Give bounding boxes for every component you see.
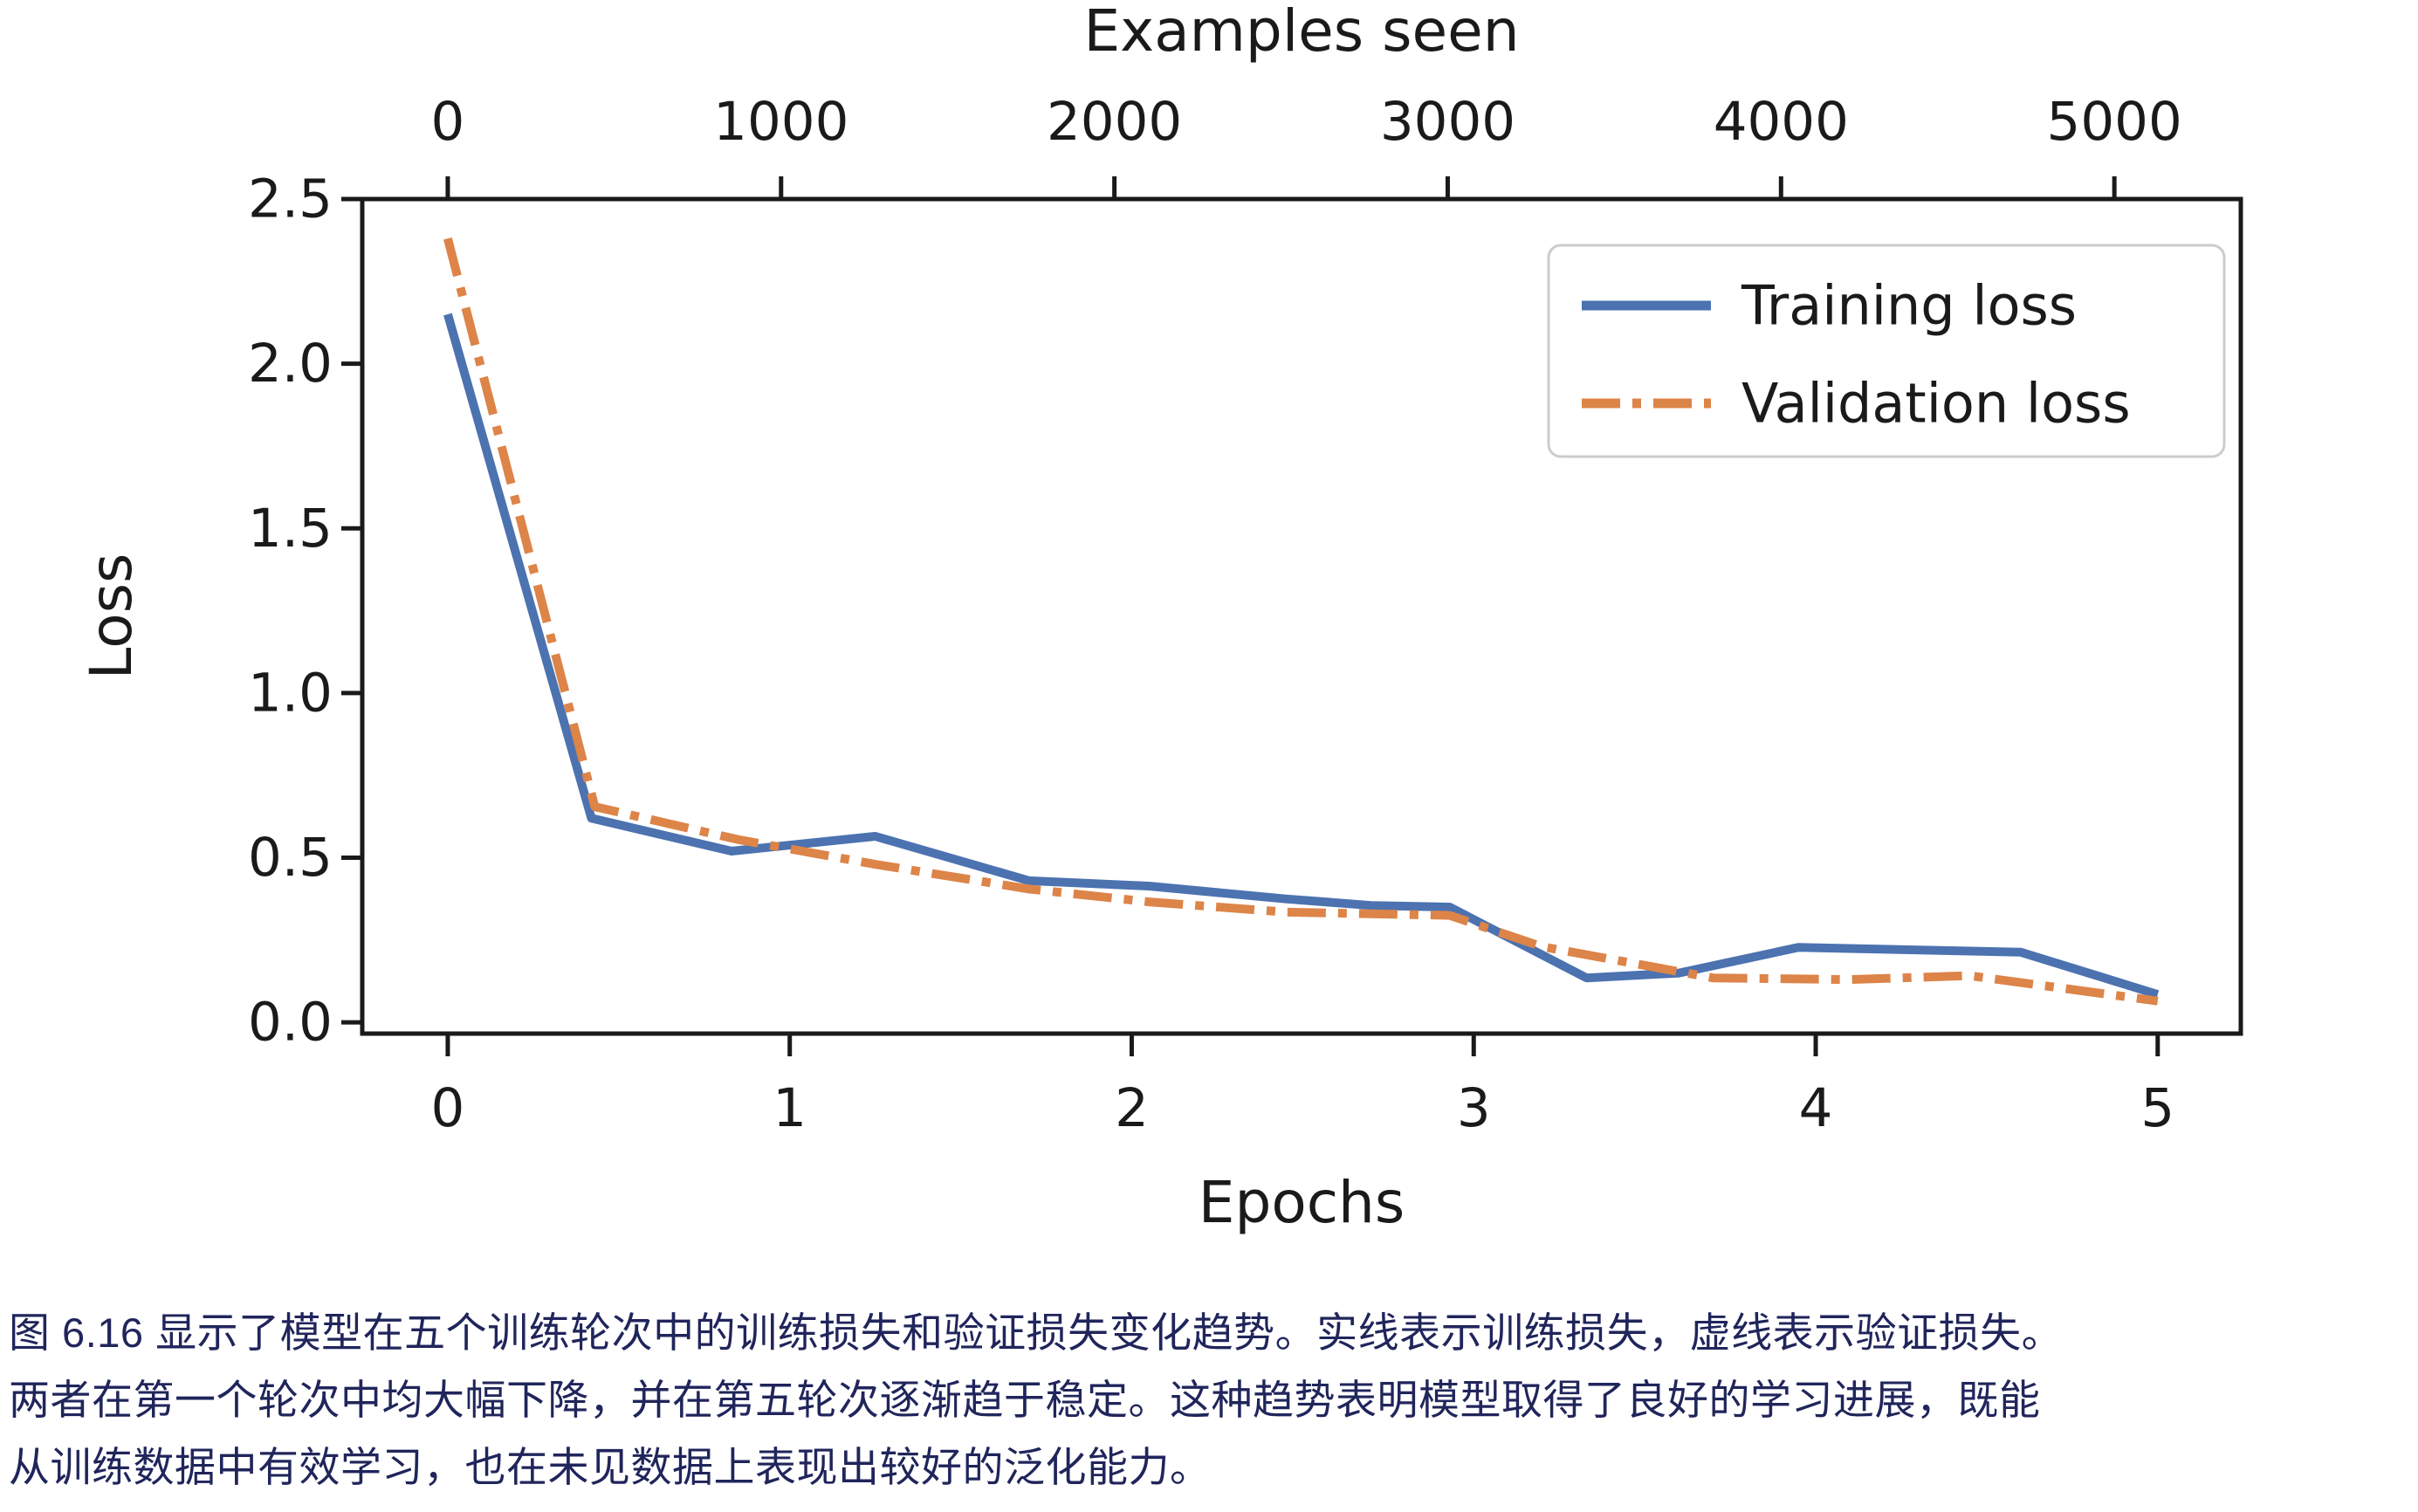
loss-chart: 0.0 0.5 1.0 1.5 2.0 2.5 0 1 2 3 4 5 0 1000 2000 3000 4… xyxy=(78,0,2243,1236)
x-tick-label: 0 xyxy=(431,1077,465,1139)
top-tick-label: 2000 xyxy=(1047,91,1182,153)
y-axis-title: Loss xyxy=(78,553,145,680)
y-tick-label: 1.0 xyxy=(248,662,333,724)
legend-box xyxy=(1547,244,2226,458)
top-tick-label: 5000 xyxy=(2047,91,2182,153)
caption-line-2: 两者在第一个轮次中均大幅下降，并在第五轮次逐渐趋于稳定。这种趋势表明模型取得了良… xyxy=(9,1377,2041,1423)
top-tick-label: 3000 xyxy=(1380,91,1515,153)
validation-loss-curve xyxy=(443,237,2159,1006)
y-tick-label: 2.5 xyxy=(248,168,333,230)
x-tick-label: 2 xyxy=(1115,1077,1149,1139)
x-tick-label: 1 xyxy=(773,1077,807,1139)
legend-label-validation: Validation loss xyxy=(1741,372,2131,436)
caption-line-1: 图 6.16 显示了模型在五个训练轮次中的训练损失和验证损失变化趋势。实线表示训… xyxy=(9,1309,2064,1356)
y-tick-label: 0.0 xyxy=(248,992,333,1054)
caption-line-3: 从训练数据中有效学习，也在未见数据上表现出较好的泛化能力。 xyxy=(9,1444,1212,1490)
top-tick-label: 0 xyxy=(431,91,465,153)
top-tick-label: 1000 xyxy=(713,91,848,153)
top-tick-label: 4000 xyxy=(1714,91,1849,153)
loss-figure: 0.0 0.5 1.0 1.5 2.0 2.5 0 1 2 3 4 5 0 1000 2000 3000 4… xyxy=(78,0,2243,1236)
top-axis-title: Examples seen xyxy=(1083,0,1519,65)
y-tick-label: 2.0 xyxy=(248,333,333,395)
x-axis-title: Epochs xyxy=(1199,1169,1405,1236)
y-tick-label: 1.5 xyxy=(248,498,333,560)
legend-label-training: Training loss xyxy=(1741,274,2077,338)
legend: Training loss Validation loss xyxy=(1547,244,2226,458)
x-tick-label: 3 xyxy=(1457,1077,1491,1139)
y-tick-label: 0.5 xyxy=(248,827,333,889)
x-axis-ticks-top: 0 1000 2000 3000 4000 5000 xyxy=(431,91,2182,199)
plot-frame xyxy=(360,196,2243,1036)
y-axis-ticks: 0.0 0.5 1.0 1.5 2.0 2.5 xyxy=(248,168,362,1054)
loss-curves xyxy=(443,237,2160,1006)
x-tick-label: 5 xyxy=(2140,1077,2174,1139)
x-axis-ticks-bottom: 0 1 2 3 4 5 xyxy=(431,1034,2174,1139)
figure-caption: 图 6.16 显示了模型在五个训练轮次中的训练损失和验证损失变化趋势。实线表示训… xyxy=(9,1299,2414,1501)
x-tick-label: 4 xyxy=(1799,1077,1833,1139)
training-loss-curve xyxy=(443,313,2160,999)
